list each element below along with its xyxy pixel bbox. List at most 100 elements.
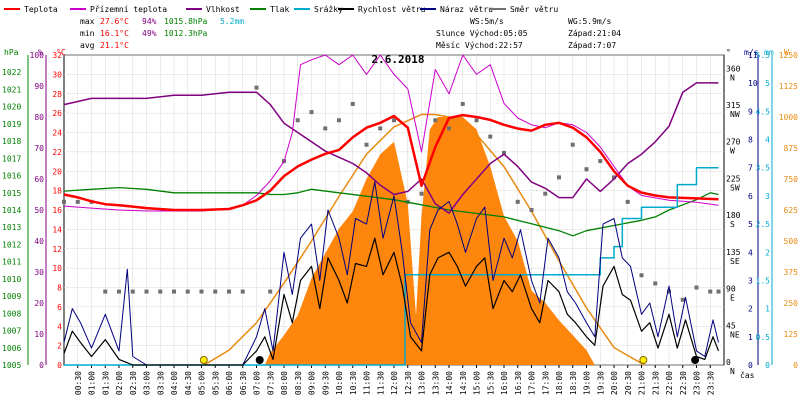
series-direction-point-41: [625, 199, 630, 204]
x-tick-label-26: 13:30: [431, 371, 440, 395]
series-direction-point-10: [199, 289, 204, 294]
rain-tick-1: 0.5: [756, 333, 771, 342]
x-tick-label-28: 14:30: [459, 371, 468, 395]
x-tick-label-20: 10:30: [349, 371, 358, 395]
series-direction-point-4: [117, 289, 121, 294]
stat-max-hum: 94%: [142, 17, 157, 26]
pressure-tick-7: 1012: [2, 240, 21, 249]
direction-tick-7: 315 NW: [726, 101, 741, 119]
series-direction-point-34: [529, 208, 534, 212]
direction-tick-6: 270 W: [726, 138, 741, 156]
rain-tick-5: 2.5: [756, 220, 771, 229]
moonrise-marker: [691, 356, 700, 364]
wind-tick-10: 10: [748, 79, 758, 88]
x-tick-label-43: 22:00: [665, 371, 674, 395]
solar-tick-3: 375: [784, 268, 799, 277]
x-tick-label-5: 03:00: [143, 371, 152, 395]
stat-avg-temp: 21.1°C: [100, 41, 129, 50]
rain-tick-8: 4: [765, 136, 770, 145]
x-axis-label: čas: [740, 370, 755, 380]
wind-tick-5: 5: [748, 220, 753, 229]
humidity-axis-unit: %: [38, 48, 43, 57]
temperature-axis-unit: °C: [56, 48, 66, 57]
stat-ws: WS:5m/s: [470, 17, 504, 26]
wind-tick-3: 3: [748, 276, 753, 285]
x-tick-label-2: 01:30: [101, 371, 110, 395]
temperature-tick-15: 30: [52, 70, 62, 79]
x-tick-label-34: 17:30: [541, 371, 550, 395]
x-tick-label-11: 06:00: [225, 371, 234, 395]
solar-tick-8: 1000: [779, 113, 798, 122]
wind-tick-2: 2: [748, 305, 753, 314]
pressure-tick-1: 1006: [2, 344, 21, 353]
direction-tick-1: 45 NE: [726, 321, 740, 339]
x-tick-label-1: 01:00: [88, 371, 97, 395]
wind-tick-9: 9: [748, 107, 753, 116]
series-direction-point-17: [295, 118, 300, 123]
series-direction-point-19: [323, 126, 328, 131]
series-direction-point-12: [227, 289, 231, 294]
rain-tick-11: 5.5: [756, 51, 771, 60]
x-tick-label-36: 18:30: [569, 371, 578, 395]
stat-moon-set: Západ:7:07: [568, 41, 616, 50]
x-tick-label-21: 11:00: [363, 371, 372, 395]
wind-tick-7: 7: [748, 164, 753, 173]
series-direction-point-39: [598, 159, 603, 164]
stat-min-temp: 16.1°C: [100, 29, 129, 38]
x-tick-label-17: 09:00: [308, 371, 317, 395]
series-direction-point-15: [268, 289, 273, 294]
stat-min-press: 1012.3hPa: [164, 29, 208, 38]
series-direction-point-48: [716, 289, 721, 294]
humidity-tick-6: 60: [34, 175, 44, 184]
x-tick-label-32: 16:30: [514, 371, 523, 395]
x-tick-label-9: 05:00: [198, 371, 207, 395]
series-direction-point-5: [130, 289, 135, 294]
humidity-tick-10: 100: [30, 51, 45, 60]
rain-tick-7: 3.5: [756, 164, 771, 173]
wind-tick-0: 0: [748, 361, 753, 370]
rain-tick-9: 4.5: [756, 107, 771, 116]
series-direction-point-28: [447, 126, 451, 131]
rain-tick-6: 3: [765, 192, 770, 201]
solar-tick-7: 875: [784, 144, 799, 153]
rain-tick-3: 1.5: [756, 276, 771, 285]
solar-tick-0: 0: [793, 361, 798, 370]
stat-max-temp: 27.6°C: [100, 17, 129, 26]
pressure-tick-15: 1020: [2, 103, 21, 112]
solar-tick-4: 500: [784, 237, 799, 246]
series-rain-line: [64, 166, 719, 366]
humidity-tick-2: 20: [34, 299, 44, 308]
direction-tick-4: 180 S: [726, 211, 741, 229]
wind-tick-6: 6: [748, 192, 753, 201]
temperature-tick-3: 6: [57, 303, 62, 312]
series-direction-point-31: [488, 134, 493, 139]
legend-label-7: Směr větru: [510, 5, 558, 14]
rain-tick-4: 2: [765, 248, 770, 257]
temperature-tick-12: 24: [52, 129, 62, 138]
solar-axis-unit: W: [784, 48, 789, 57]
series-direction-point-35: [543, 191, 548, 196]
x-tick-label-41: 21:00: [638, 371, 647, 395]
series-direction-point-3: [103, 289, 108, 294]
series-direction-point-37: [570, 142, 575, 147]
legend-label-2: Vlhkost: [206, 5, 240, 14]
solar-tick-1: 125: [784, 330, 799, 339]
x-tick-label-27: 14:00: [445, 371, 454, 395]
series-direction-point-30: [474, 118, 479, 123]
series-layer: [62, 54, 724, 366]
x-tick-label-44: 22:30: [679, 371, 688, 395]
direction-tick-2: 90 E: [726, 285, 736, 303]
pressure-tick-5: 1010: [2, 275, 21, 284]
series-direction-point-11: [213, 289, 218, 294]
series-wind-line: [63, 237, 720, 366]
x-tick-label-37: 19:00: [583, 371, 592, 395]
series-direction-point-13: [240, 289, 245, 294]
left-axes: hPa% °C1005100610071008100910101011101210…: [2, 48, 66, 370]
wind-tick-8: 8: [748, 136, 753, 145]
humidity-tick-9: 90: [34, 82, 44, 91]
x-tick-label-24: 12:30: [404, 371, 413, 395]
legend-label-0: Teplota: [24, 5, 58, 14]
series-direction-point-14: [254, 85, 259, 90]
series-solar-area: [64, 117, 724, 365]
